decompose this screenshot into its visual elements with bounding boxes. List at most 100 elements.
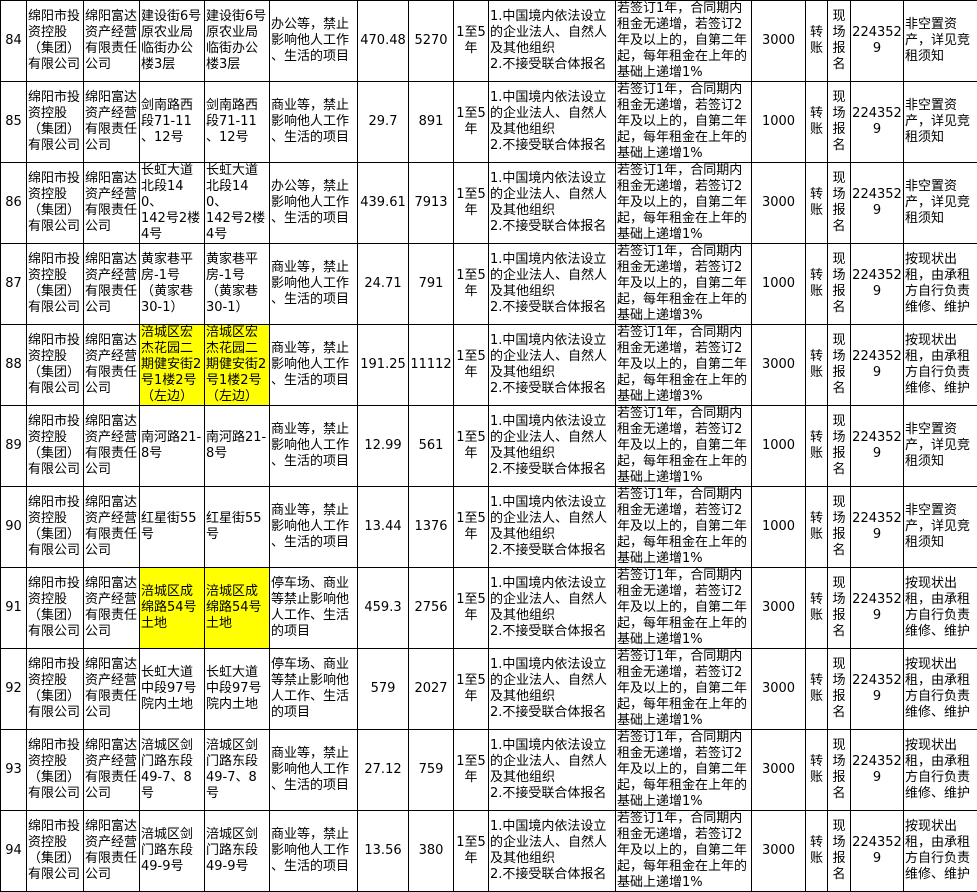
address-cell: 红星街55 号 — [205, 487, 270, 568]
phone-cell: 2243529 — [851, 163, 904, 244]
phone-cell: 2243529 — [851, 1, 904, 82]
phone-cell: 2243529 — [851, 325, 904, 406]
rent-terms-cell: 若签订1年，合同期内 租金无递增，若签订2 年及以上的，自第二年 起，每年租金在… — [616, 1, 752, 82]
deposit-cell: 1000 — [752, 82, 806, 163]
location-cell: 涪城区宏 杰花园二 期健安街2 号1楼2号 （左边） — [140, 325, 205, 406]
note-cell: 按现状出 租，由承租 方自行负责 维修、维护 — [904, 325, 977, 406]
rent-terms-cell: 若签订1年，合同期内 租金无递增，若签订2 年及以上的，自第二年 起，每年租金在… — [616, 325, 752, 406]
rent-terms-cell: 若签订1年，合同期内 租金无递增，若签订2 年及以上的，自第二年 起，每年租金在… — [616, 163, 752, 244]
payment-cell: 转 账 — [806, 406, 828, 487]
requirements-cell: 1.中国境内依法设立 的企业法人、自然人 及其他组织 2.不接受联合体报名 — [489, 730, 616, 811]
area-cell: 470.48 — [358, 1, 409, 82]
owner-cell: 绵阳市投 资控股 （集团） 有限公司 — [27, 811, 84, 892]
use-cell: 商业等，禁止 影响他人工作 、生活的项目 — [270, 82, 358, 163]
term-cell: 1至5 年 — [454, 82, 489, 163]
rent-terms-cell: 若签订1年，合同期内 租金无递增，若签订2 年及以上的，自第二年 起，每年租金在… — [616, 730, 752, 811]
note-cell: 非空置资 产，详见竞 租须知 — [904, 487, 977, 568]
term-cell: 1至5 年 — [454, 568, 489, 649]
deposit-cell: 3000 — [752, 325, 806, 406]
deposit-cell: 3000 — [752, 1, 806, 82]
rent-terms-cell: 若签订1年，合同期内 租金无递增，若签订2 年及以上的，自第二年 起，每年租金在… — [616, 649, 752, 730]
signup-cell: 现 场 报 名 — [828, 244, 851, 325]
row-number: 88 — [1, 325, 27, 406]
owner-cell: 绵阳市投 资控股 （集团） 有限公司 — [27, 649, 84, 730]
requirements-cell: 1.中国境内依法设立 的企业法人、自然人 及其他组织 2.不接受联合体报名 — [489, 325, 616, 406]
signup-cell: 现 场 报 名 — [828, 649, 851, 730]
use-cell: 商业等，禁止 影响他人工作 、生活的项目 — [270, 487, 358, 568]
use-cell: 商业等，禁止 影响他人工作 、生活的项目 — [270, 730, 358, 811]
term-cell: 1至5 年 — [454, 163, 489, 244]
address-cell: 黄家巷平 房-1号 （黄家巷 30-1） — [205, 244, 270, 325]
phone-cell: 2243529 — [851, 730, 904, 811]
location-cell: 涪城区剑 门路东段 49-9号 — [140, 811, 205, 892]
note-cell: 非空置资 产，详见竞 租须知 — [904, 163, 977, 244]
term-cell: 1至5 年 — [454, 1, 489, 82]
location-cell: 长虹大道 中段97号 院内土地 — [140, 649, 205, 730]
area-cell: 191.25 — [358, 325, 409, 406]
requirements-cell: 1.中国境内依法设立 的企业法人、自然人 及其他组织 2.不接受联合体报名 — [489, 568, 616, 649]
rent-cell: 2027 — [409, 649, 454, 730]
area-cell: 29.7 — [358, 82, 409, 163]
row-number: 91 — [1, 568, 27, 649]
signup-cell: 现 场 报 名 — [828, 82, 851, 163]
phone-cell: 2243529 — [851, 811, 904, 892]
deposit-cell: 1000 — [752, 244, 806, 325]
rent-terms-cell: 若签订1年，合同期内 租金无递增，若签订2 年及以上的，自第二年 起，每年租金在… — [616, 244, 752, 325]
deposit-cell: 3000 — [752, 568, 806, 649]
row-number: 94 — [1, 811, 27, 892]
company-cell: 绵阳富达 资产经营 有限责任 公司 — [84, 649, 140, 730]
deposit-cell: 3000 — [752, 163, 806, 244]
use-cell: 停车场、商业 等禁止影响他 人工作、生活 的项目 — [270, 649, 358, 730]
payment-cell: 转 账 — [806, 730, 828, 811]
deposit-cell: 3000 — [752, 730, 806, 811]
note-cell: 按现状出 租，由承租 方自行负责 维修、维护 — [904, 568, 977, 649]
deposit-cell: 3000 — [752, 649, 806, 730]
area-cell: 459.3 — [358, 568, 409, 649]
rent-cell: 2756 — [409, 568, 454, 649]
company-cell: 绵阳富达 资产经营 有限责任 公司 — [84, 82, 140, 163]
company-cell: 绵阳富达 资产经营 有限责任 公司 — [84, 163, 140, 244]
address-cell: 南河路21- 8号 — [205, 406, 270, 487]
rent-terms-cell: 若签订1年，合同期内 租金无递增，若签订2 年及以上的，自第二年 起，每年租金在… — [616, 811, 752, 892]
rent-cell: 759 — [409, 730, 454, 811]
phone-cell: 2243529 — [851, 568, 904, 649]
phone-cell: 2243529 — [851, 487, 904, 568]
rent-cell: 1376 — [409, 487, 454, 568]
phone-cell: 2243529 — [851, 244, 904, 325]
owner-cell: 绵阳市投 资控股 （集团） 有限公司 — [27, 325, 84, 406]
owner-cell: 绵阳市投 资控股 （集团） 有限公司 — [27, 406, 84, 487]
term-cell: 1至5 年 — [454, 730, 489, 811]
row-number: 86 — [1, 163, 27, 244]
phone-cell: 2243529 — [851, 82, 904, 163]
phone-cell: 2243529 — [851, 649, 904, 730]
payment-cell: 转 账 — [806, 1, 828, 82]
row-number: 90 — [1, 487, 27, 568]
signup-cell: 现 场 报 名 — [828, 568, 851, 649]
use-cell: 停车场、商业 等禁止影响他 人工作、生活 的项目 — [270, 568, 358, 649]
signup-cell: 现 场 报 名 — [828, 325, 851, 406]
address-cell: 剑南路西 段71-11 、12号 — [205, 82, 270, 163]
note-cell: 非空置资 产，详见竞 租须知 — [904, 1, 977, 82]
requirements-cell: 1.中国境内依法设立 的企业法人、自然人 及其他组织 2.不接受联合体报名 — [489, 487, 616, 568]
company-cell: 绵阳富达 资产经营 有限责任 公司 — [84, 568, 140, 649]
rent-terms-cell: 若签订1年，合同期内 租金无递增，若签订2 年及以上的，自第二年 起，每年租金在… — [616, 406, 752, 487]
area-cell: 12.99 — [358, 406, 409, 487]
location-cell: 建设街6号 原农业局 临街办公 楼3层 — [140, 1, 205, 82]
location-cell: 涪城区成 绵路54号 土地 — [140, 568, 205, 649]
signup-cell: 现 场 报 名 — [828, 811, 851, 892]
term-cell: 1至5 年 — [454, 487, 489, 568]
note-cell: 按现状出 租，由承租 方自行负责 维修、维护 — [904, 244, 977, 325]
rent-terms-cell: 若签订1年，合同期内 租金无递增，若签订2 年及以上的，自第二年 起，每年租金在… — [616, 82, 752, 163]
location-cell: 涪城区剑 门路东段 49-7、8 号 — [140, 730, 205, 811]
area-cell: 439.61 — [358, 163, 409, 244]
owner-cell: 绵阳市投 资控股 （集团） 有限公司 — [27, 244, 84, 325]
owner-cell: 绵阳市投 资控股 （集团） 有限公司 — [27, 82, 84, 163]
use-cell: 商业等，禁止 影响他人工作 、生活的项目 — [270, 406, 358, 487]
rent-cell: 5270 — [409, 1, 454, 82]
